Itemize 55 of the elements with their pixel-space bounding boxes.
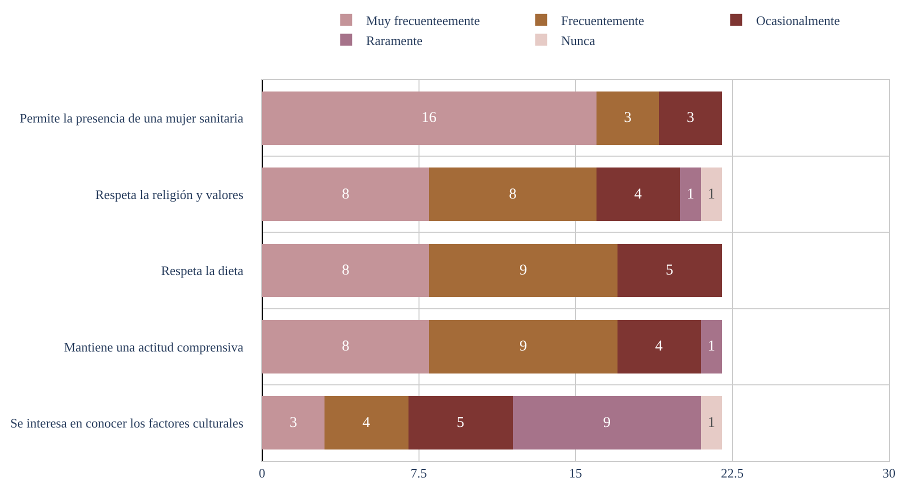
data-label: 3 bbox=[290, 414, 298, 431]
bar bbox=[659, 91, 722, 145]
data-label: 1 bbox=[708, 414, 716, 431]
legend-label: Muy frecuenteemente bbox=[366, 12, 480, 28]
legend-label: Raramente bbox=[366, 32, 423, 48]
bar bbox=[429, 168, 596, 221]
bar bbox=[680, 168, 701, 221]
data-label: 8 bbox=[342, 262, 350, 278]
data-label: 1 bbox=[708, 186, 716, 202]
x-tick-label: 15 bbox=[569, 466, 582, 481]
data-label: 9 bbox=[520, 262, 527, 278]
bar bbox=[262, 244, 430, 298]
data-label: 3 bbox=[624, 110, 632, 126]
legend-label: Ocasionalmente bbox=[756, 12, 840, 28]
bar bbox=[700, 320, 722, 374]
y-tick-label: Se interesa en conocer los factores culturales bbox=[10, 415, 244, 430]
bar bbox=[596, 91, 660, 145]
bar bbox=[596, 168, 680, 221]
data-label: 5 bbox=[666, 262, 674, 278]
data-label: 9 bbox=[520, 338, 527, 355]
x-tick-label: 7.5 bbox=[410, 466, 427, 481]
bar bbox=[429, 244, 618, 298]
data-label: 3 bbox=[686, 110, 694, 126]
data-label: 8 bbox=[342, 338, 350, 355]
y-tick-label: Respeta la religión y valores bbox=[95, 186, 244, 202]
y-tick-label: Permite la presencia de una mujer sanitaria bbox=[20, 110, 244, 126]
bar bbox=[262, 168, 430, 221]
data-label: 5 bbox=[456, 414, 464, 431]
data-label: 8 bbox=[342, 186, 350, 202]
data-label: 4 bbox=[634, 186, 642, 202]
bar bbox=[617, 244, 722, 298]
x-tick-label: 22.5 bbox=[720, 466, 744, 481]
bar bbox=[262, 91, 596, 145]
x-tick-label: 0 bbox=[258, 466, 266, 481]
data-label: 4 bbox=[655, 338, 664, 355]
data-label: 16 bbox=[421, 110, 437, 126]
bar bbox=[700, 396, 722, 450]
bar bbox=[262, 396, 325, 450]
bar bbox=[262, 320, 430, 374]
bar bbox=[429, 320, 618, 374]
bar bbox=[408, 396, 513, 450]
data-label: 9 bbox=[603, 414, 611, 431]
bar bbox=[617, 320, 701, 374]
legend-label: Frecuentemente bbox=[561, 12, 644, 28]
x-tick-label: 30 bbox=[882, 466, 896, 481]
data-label: 1 bbox=[708, 338, 716, 355]
bar bbox=[512, 396, 701, 450]
legend-label: Nunca bbox=[561, 32, 596, 48]
data-label: 4 bbox=[362, 414, 370, 431]
bar bbox=[700, 168, 722, 221]
y-tick-label: Mantiene una actitud comprensiva bbox=[64, 339, 244, 354]
data-label: 1 bbox=[686, 186, 694, 202]
data-label: 8 bbox=[509, 186, 517, 202]
bar bbox=[324, 396, 408, 450]
y-tick-label: Respeta la dieta bbox=[161, 263, 244, 278]
